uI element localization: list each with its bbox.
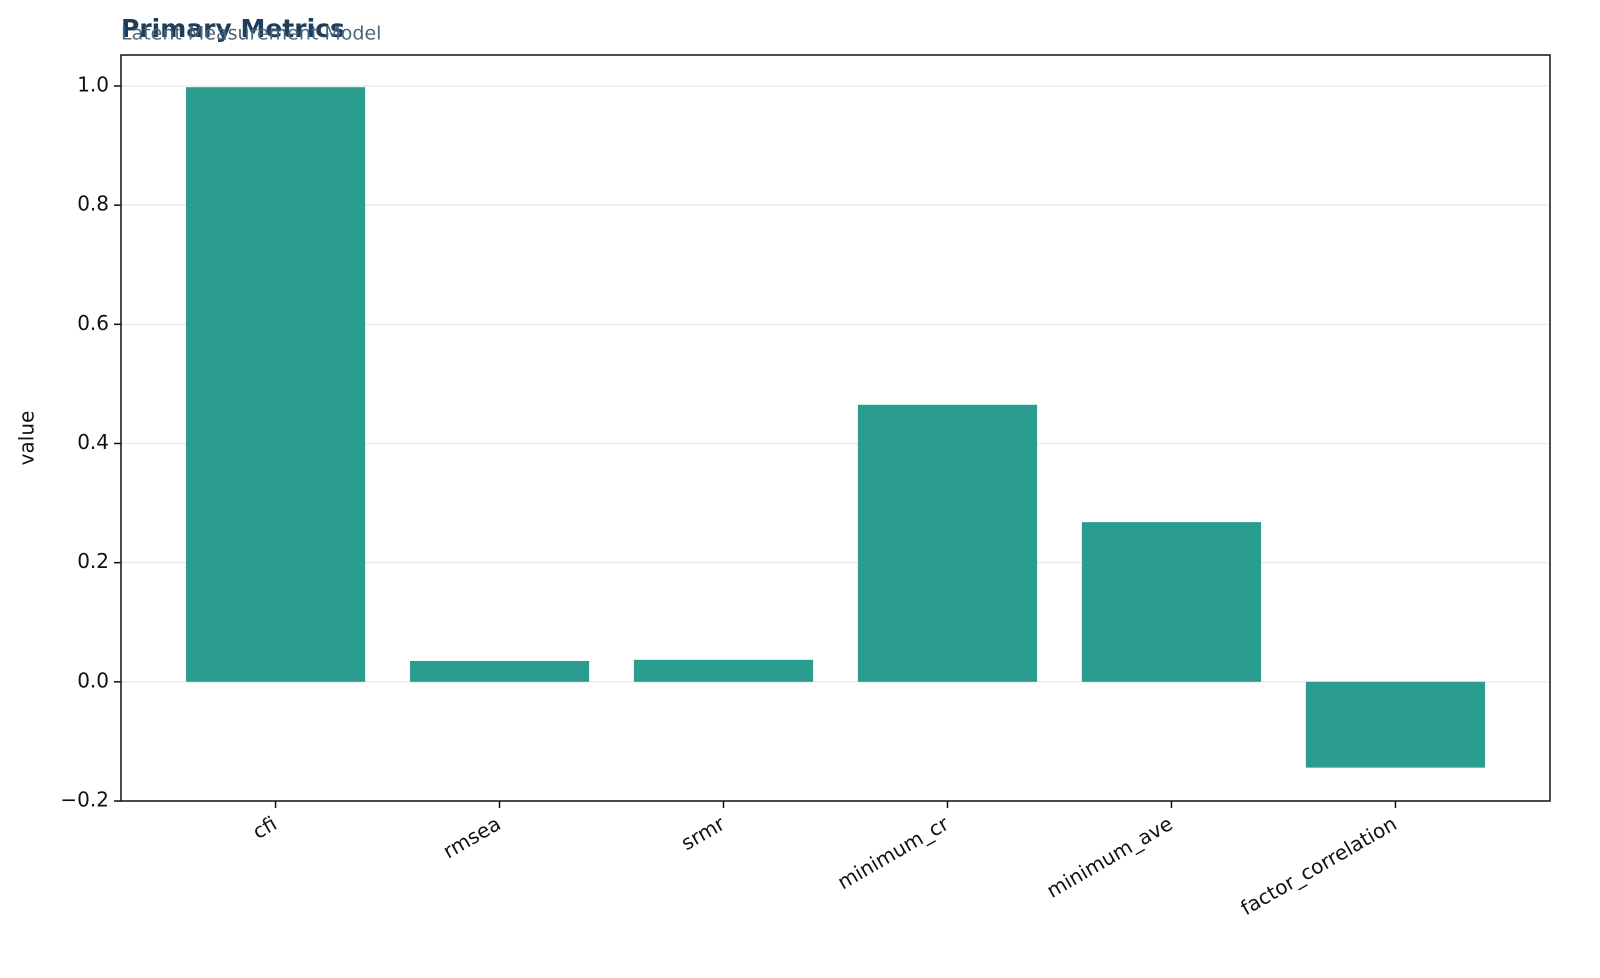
y-tick-label: 0.0 — [77, 668, 109, 692]
y-tick-label: 0.2 — [77, 549, 109, 573]
bar — [185, 87, 366, 682]
y-tick-label: 1.0 — [77, 72, 109, 96]
plot-frame — [120, 54, 1551, 802]
y-tick-label: 0.4 — [77, 430, 109, 454]
bar — [1081, 522, 1262, 682]
chart-title: Primary Metrics — [121, 14, 345, 43]
y-tick-label: −0.2 — [60, 788, 109, 812]
bar — [633, 659, 814, 682]
bar — [1305, 681, 1486, 768]
y-axis-label: value — [15, 411, 39, 466]
bar — [409, 660, 590, 682]
bar — [857, 404, 1038, 682]
chart-subtitle: Latent Measurement Model — [121, 23, 381, 45]
y-tick-label: 0.8 — [77, 192, 109, 216]
y-tick-label: 0.6 — [77, 311, 109, 335]
